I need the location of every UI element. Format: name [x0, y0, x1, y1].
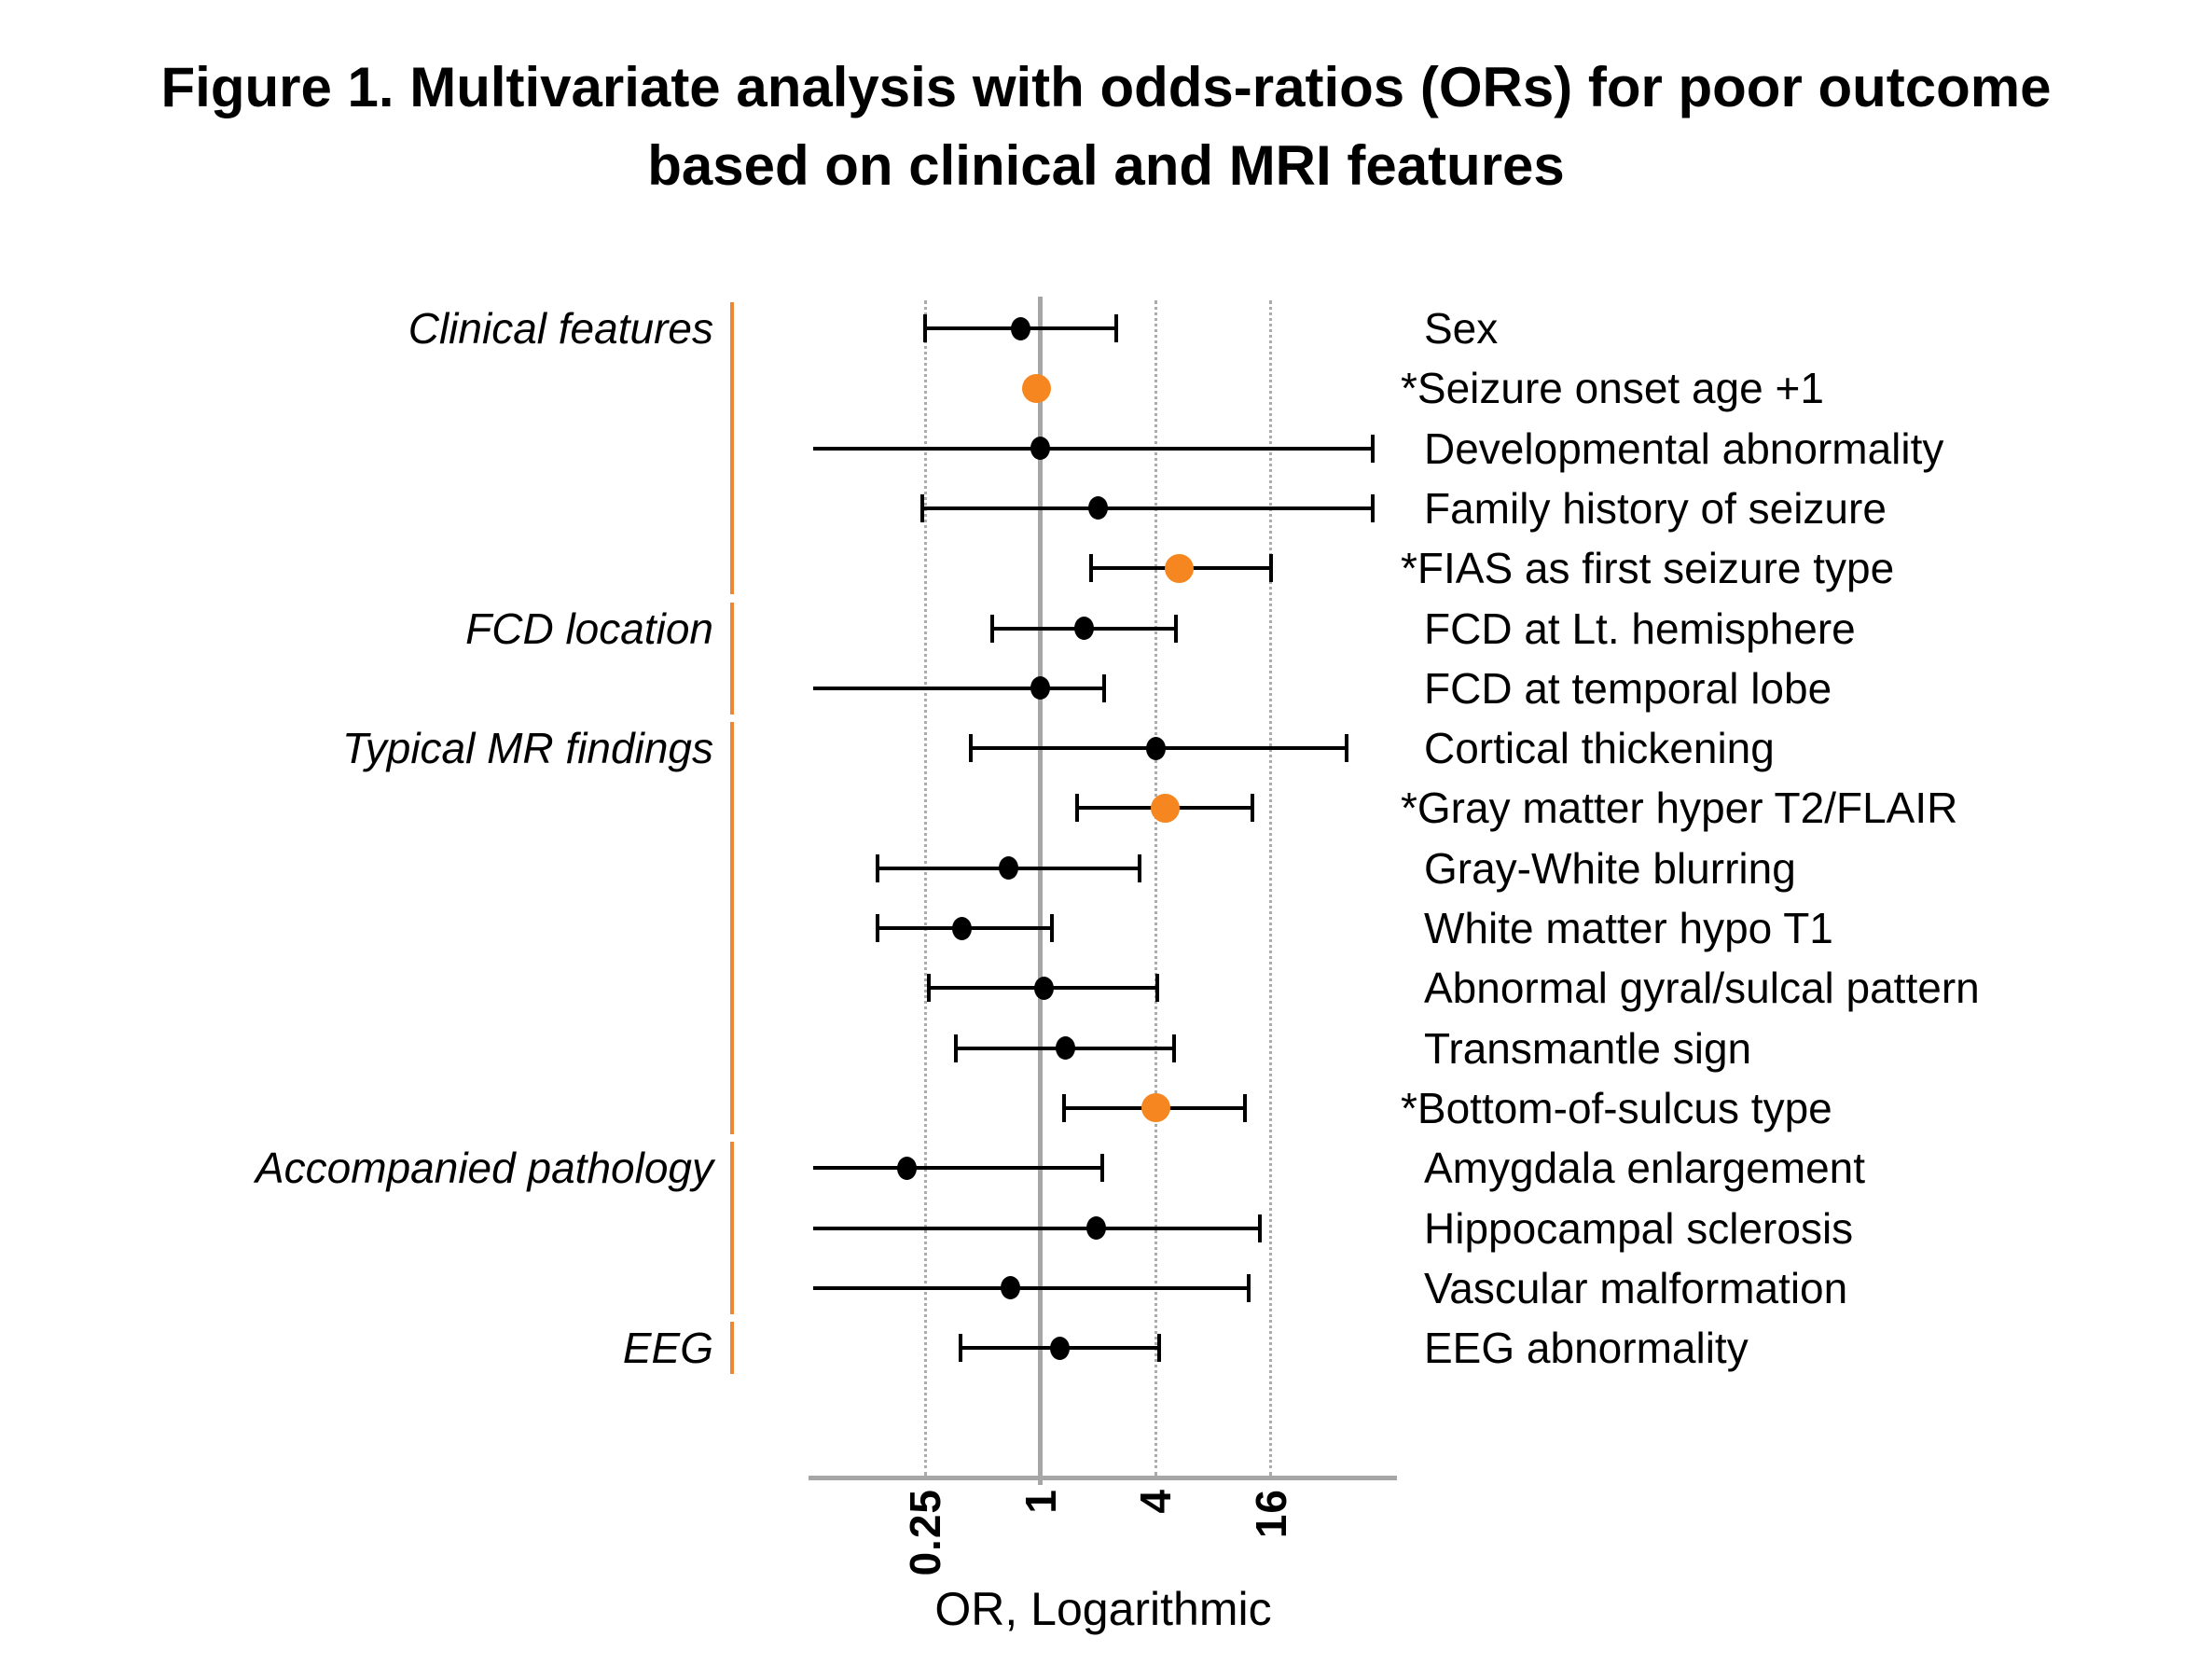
or-marker	[1011, 316, 1031, 340]
ci-cap-left	[990, 614, 995, 643]
figure-title-line1: Figure 1. Multivariate analysis with odd…	[160, 56, 2052, 118]
ci-cap-right	[1371, 493, 1376, 522]
or-marker	[1145, 736, 1166, 760]
row-label: *Bottom-of-sulcus type	[1401, 1083, 1832, 1132]
axis-tick-label: 0.25	[901, 1489, 950, 1576]
row-label: Gray-White blurring	[1424, 843, 1796, 893]
or-marker-significant	[1021, 373, 1051, 403]
figure-title: Figure 1. Multivariate analysis with odd…	[0, 49, 2212, 205]
ci-cap-left	[926, 974, 931, 1003]
row-label: *Seizure onset age +1	[1401, 364, 1824, 413]
axis-tick-label: 1	[1016, 1489, 1065, 1514]
or-marker-significant	[1164, 553, 1194, 583]
ci-whisker	[813, 1285, 1250, 1290]
section-divider-line	[730, 302, 734, 595]
or-marker-significant	[1141, 1093, 1170, 1123]
row-label: *FIAS as first seizure type	[1401, 544, 1895, 593]
section-divider-line	[730, 1322, 734, 1375]
row-label: Hippocampal sclerosis	[1424, 1203, 1854, 1253]
row-label: *Gray matter hyper T2/FLAIR	[1401, 784, 1958, 833]
ci-whisker	[813, 1226, 1260, 1230]
row-label: Transmantle sign	[1424, 1023, 1752, 1073]
or-marker	[1030, 437, 1051, 461]
ci-cap-right	[1171, 1034, 1176, 1062]
ci-cap-right	[1157, 1334, 1162, 1363]
or-marker	[952, 916, 973, 940]
or-marker	[1030, 676, 1051, 701]
or-marker	[998, 856, 1018, 881]
ci-cap-right	[1371, 434, 1376, 463]
ci-cap-right	[1242, 1093, 1247, 1122]
ci-cap-right	[1099, 1154, 1104, 1183]
ci-whisker	[813, 1166, 1102, 1171]
gridline-4	[1154, 300, 1157, 1476]
ci-cap-right	[1050, 914, 1055, 942]
row-label: Vascular malformation	[1424, 1263, 1848, 1312]
section-label: Accompanied pathology	[256, 1144, 713, 1193]
row-label: Cortical thickening	[1424, 724, 1775, 773]
reference-line-or-1	[1038, 297, 1044, 1485]
or-marker	[1050, 1336, 1071, 1360]
ci-whisker	[921, 506, 1374, 510]
row-label: FCD at Lt. hemisphere	[1424, 604, 1856, 653]
ci-cap-right	[1250, 794, 1254, 823]
ci-cap-right	[1137, 853, 1141, 882]
or-marker	[1085, 1216, 1106, 1240]
ci-cap-right	[1247, 1273, 1251, 1302]
ci-cap-right	[1114, 314, 1119, 342]
ci-cap-left	[875, 853, 879, 882]
or-marker	[1033, 976, 1054, 1000]
row-label: EEG abnormality	[1424, 1324, 1749, 1373]
section-label: Typical MR findings	[342, 724, 713, 773]
section-divider-line	[730, 1142, 734, 1314]
x-axis-line	[809, 1476, 1397, 1480]
row-label: Developmental abnormality	[1424, 423, 1944, 473]
ci-cap-right	[1257, 1214, 1262, 1242]
row-label: Sex	[1424, 304, 1499, 353]
ci-cap-left	[919, 493, 924, 522]
row-label: White matter hypo T1	[1424, 904, 1833, 952]
section-label: Clinical features	[408, 304, 713, 353]
gridline-16	[1269, 300, 1272, 1476]
ci-cap-right	[1345, 734, 1349, 763]
axis-tick-label: 4	[1131, 1489, 1181, 1514]
or-marker	[1001, 1276, 1021, 1300]
ci-cap-left	[968, 734, 973, 763]
or-marker	[896, 1156, 917, 1180]
or-marker	[1087, 496, 1108, 520]
x-axis-title: OR, Logarithmic	[934, 1583, 1272, 1635]
axis-tick-label: 16	[1246, 1489, 1295, 1539]
ci-cap-right	[1101, 673, 1106, 702]
section-label: EEG	[622, 1324, 713, 1373]
or-marker	[1055, 1036, 1075, 1061]
row-label: Amygdala enlargement	[1424, 1144, 1866, 1193]
figure-title-line2: based on clinical and MRI features	[647, 134, 1565, 197]
row-label: FCD at temporal lobe	[1424, 663, 1832, 713]
ci-cap-left	[875, 914, 879, 942]
row-label: Abnormal gyral/sulcal pattern	[1424, 964, 1980, 1013]
gridline-0.25	[923, 300, 927, 1476]
ci-whisker	[813, 446, 1374, 451]
ci-cap-left	[1089, 554, 1094, 583]
ci-cap-left	[958, 1334, 962, 1363]
ci-cap-left	[953, 1034, 958, 1062]
row-label: Family history of seizure	[1424, 483, 1887, 533]
ci-cap-left	[923, 314, 928, 342]
section-label: FCD location	[465, 604, 713, 653]
ci-cap-right	[1268, 554, 1273, 583]
ci-cap-left	[1074, 794, 1079, 823]
ci-cap-right	[1155, 974, 1160, 1003]
section-divider-line	[730, 602, 734, 715]
ci-whisker	[813, 686, 1104, 690]
ci-cap-right	[1173, 614, 1178, 643]
section-divider-line	[730, 722, 734, 1134]
ci-cap-left	[1062, 1093, 1067, 1122]
or-marker	[1074, 617, 1095, 640]
or-marker-significant	[1151, 793, 1181, 823]
